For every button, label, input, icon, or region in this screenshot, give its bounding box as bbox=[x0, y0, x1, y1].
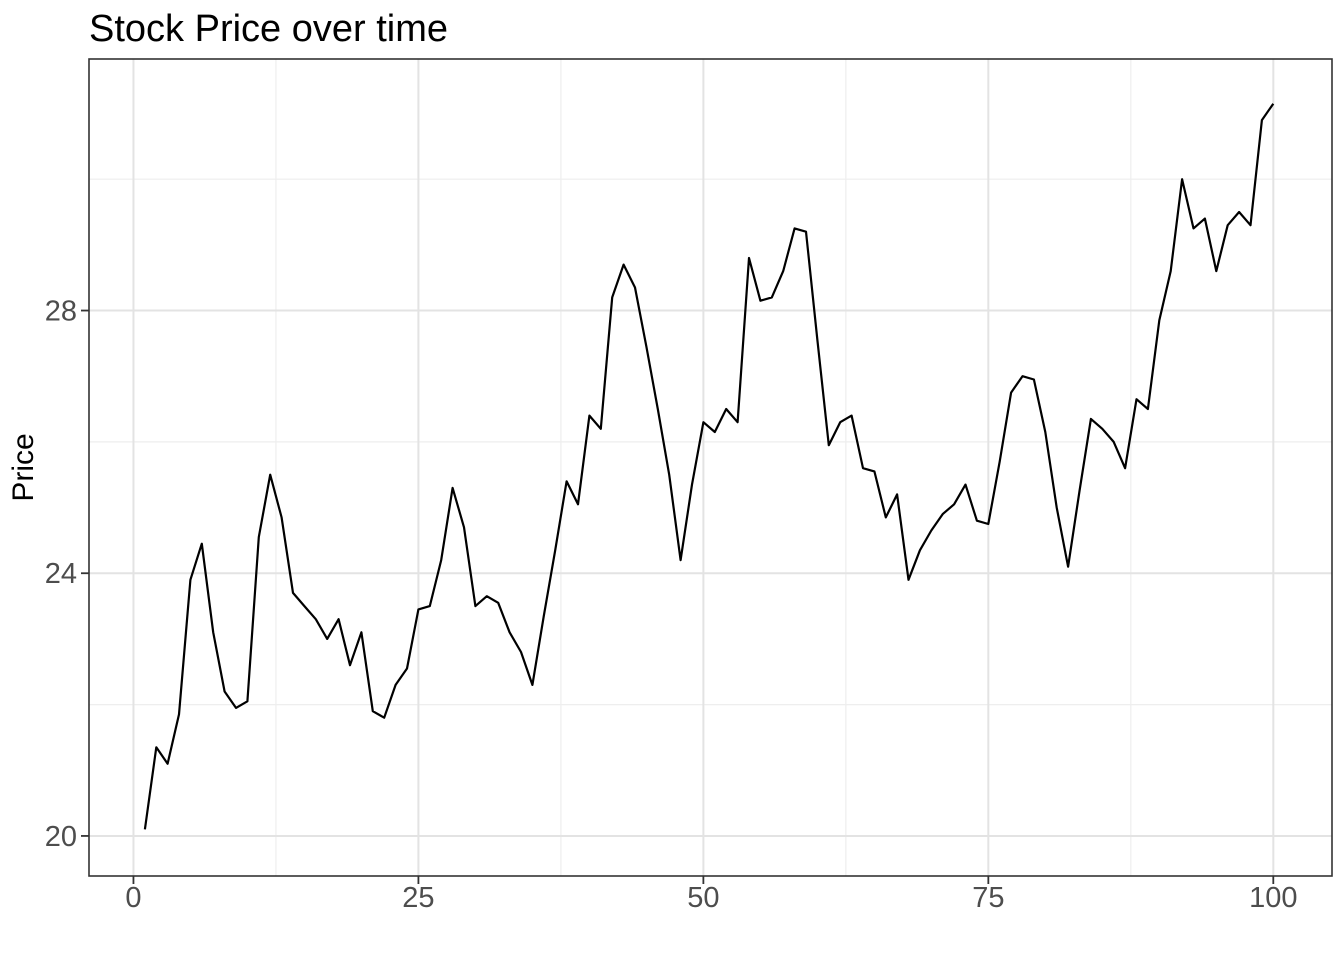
x-tick-label: 100 bbox=[1249, 882, 1297, 914]
axis-tick-labels: 0 25 50 75 100 20 24 28 bbox=[45, 296, 1298, 914]
x-tick-label: 25 bbox=[402, 882, 434, 914]
y-tick-label: 28 bbox=[45, 296, 77, 328]
x-tick-label: 75 bbox=[972, 882, 1004, 914]
x-tick-label: 50 bbox=[687, 882, 719, 914]
y-tick-label: 24 bbox=[45, 558, 77, 590]
y-axis-title: Price bbox=[7, 433, 40, 501]
axis-ticks bbox=[81, 309, 1275, 884]
x-tick-label: 0 bbox=[125, 882, 141, 914]
panel-border-rect bbox=[88, 58, 1333, 877]
panel-border bbox=[88, 58, 1333, 877]
gridlines-minor bbox=[89, 59, 1332, 876]
y-tick-label: 20 bbox=[45, 821, 77, 853]
price-series bbox=[143, 103, 1275, 830]
gridlines-major bbox=[89, 59, 1332, 876]
price-line bbox=[143, 103, 1275, 830]
plot-title: Stock Price over time bbox=[89, 8, 448, 50]
